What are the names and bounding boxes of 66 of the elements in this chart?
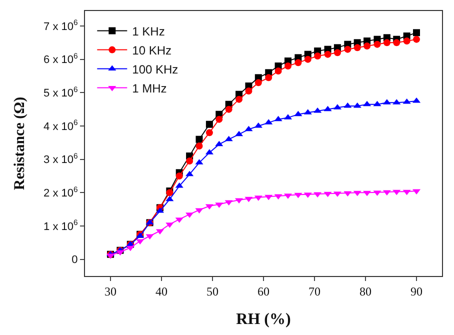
y-tick-label: 0 xyxy=(72,254,78,266)
point xyxy=(294,192,302,198)
point xyxy=(294,59,302,66)
point xyxy=(244,126,253,132)
x-tick-label: 80 xyxy=(360,284,372,298)
legend-label: 1 MHz xyxy=(132,81,167,96)
x-tick-label: 30 xyxy=(104,284,116,298)
point xyxy=(324,192,332,198)
point xyxy=(186,170,194,176)
point xyxy=(176,172,183,180)
point xyxy=(373,100,382,106)
x-tick-label: 60 xyxy=(258,284,270,298)
point xyxy=(244,196,253,202)
point xyxy=(254,79,262,86)
y-tick-label: 1 x 10$^{6}$ xyxy=(44,218,78,233)
y-tick-label: 2 x 10$^{6}$ xyxy=(44,184,78,200)
point xyxy=(403,38,410,44)
y-tick-label: 4 x 10$^{6}$ xyxy=(44,118,78,133)
point xyxy=(196,136,203,143)
point xyxy=(166,196,174,202)
point xyxy=(126,246,134,252)
point xyxy=(216,116,223,123)
point xyxy=(224,136,233,142)
x-axis-title: RH (%) xyxy=(236,311,291,328)
point xyxy=(354,44,361,52)
point xyxy=(374,40,381,48)
y-tick-label: 5 x 10$^{6}$ xyxy=(44,84,78,100)
point xyxy=(206,120,213,128)
point xyxy=(215,140,224,146)
y-tick-label: 6 x 10$^{6}$ xyxy=(44,52,78,66)
point xyxy=(393,39,400,46)
point xyxy=(196,142,203,150)
point xyxy=(383,39,390,46)
point xyxy=(402,190,411,196)
point xyxy=(314,52,322,60)
x-tick-label: 40 xyxy=(156,284,168,298)
x-tick-label: 50 xyxy=(206,284,218,298)
point xyxy=(274,68,282,74)
y-tick-label: 7 x 10$^{6}$ xyxy=(44,18,78,33)
point xyxy=(324,50,332,58)
point xyxy=(344,46,352,53)
point xyxy=(353,190,362,196)
point xyxy=(225,106,232,113)
point xyxy=(392,190,401,196)
point xyxy=(245,88,252,94)
point xyxy=(186,158,194,164)
point xyxy=(304,56,312,63)
legend-label: 1 KHz xyxy=(132,24,165,38)
point xyxy=(264,194,273,200)
point xyxy=(364,42,371,50)
point xyxy=(265,74,272,82)
point xyxy=(413,29,420,36)
point xyxy=(334,49,341,56)
y-tick-label: 3 x 10$^{6}$ xyxy=(44,152,78,166)
x-tick-label: 90 xyxy=(410,284,422,298)
legend-label: 100 KHz xyxy=(132,62,178,76)
legend-label: 10 KHz xyxy=(132,43,172,58)
point xyxy=(206,129,213,136)
point xyxy=(274,116,282,122)
point xyxy=(284,62,292,70)
point xyxy=(413,36,420,43)
point xyxy=(294,110,302,116)
point xyxy=(236,96,243,103)
y-axis-title: Resistance (Ω) xyxy=(12,96,28,190)
point xyxy=(324,106,332,112)
x-tick-label: 70 xyxy=(308,284,320,298)
